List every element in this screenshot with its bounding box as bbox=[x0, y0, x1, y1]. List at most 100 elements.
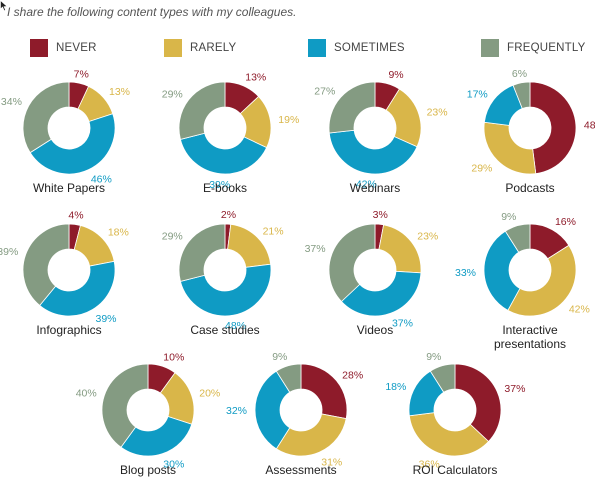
data-label-assessments-rarely: 31% bbox=[321, 456, 342, 468]
data-label-e-books-never: 13% bbox=[245, 72, 266, 84]
slice-roi-calculators-never bbox=[454, 363, 502, 443]
data-label-case-studies-frequently: 29% bbox=[162, 231, 183, 243]
chart-legend: NEVER RARELY SOMETIMES FREQUENTLY bbox=[0, 38, 595, 58]
slice-videos-rarely bbox=[378, 224, 422, 274]
data-label-roi-calculators-never: 37% bbox=[504, 383, 525, 395]
donut-title-assessments: Assessments bbox=[265, 463, 336, 477]
data-label-white-papers-never: 7% bbox=[74, 68, 89, 80]
slice-assessments-never bbox=[300, 363, 348, 420]
slice-infographics-sometimes bbox=[39, 260, 116, 317]
donut-interactive-presentations: 16% 42% 33% 9% Interactive presentations bbox=[455, 211, 590, 351]
donut-assessments: 28% 31% 32% 9% Assessments bbox=[226, 351, 363, 477]
donut-videos: 3%23%37%37%Videos bbox=[305, 209, 439, 337]
data-label-podcasts-sometimes: 17% bbox=[467, 89, 488, 101]
data-label-assessments-never: 28% bbox=[342, 369, 363, 381]
data-label-interactive-presentations-rarely: 42% bbox=[569, 303, 590, 315]
slice-blog-posts-sometimes bbox=[120, 415, 193, 457]
data-label-infographics-rarely: 18% bbox=[108, 227, 129, 239]
legend-swatch-sometimes bbox=[308, 39, 326, 57]
legend-label-frequently: FREQUENTLY bbox=[507, 42, 586, 54]
data-label-roi-calculators-rarely: 36% bbox=[419, 458, 440, 470]
data-label-webinars-frequently: 27% bbox=[314, 86, 335, 98]
data-label-podcasts-rarely: 29% bbox=[471, 163, 492, 175]
slice-assessments-rarely bbox=[275, 413, 347, 457]
data-label-webinars-sometimes: 42% bbox=[356, 178, 377, 190]
donut-title-interactive-presentations: Interactive presentations bbox=[494, 323, 566, 351]
slice-white-papers-sometimes bbox=[29, 113, 116, 175]
data-label-infographics-never: 4% bbox=[68, 209, 83, 221]
slice-case-studies-frequently bbox=[178, 223, 226, 282]
donut-title-roi-calculators: ROI Calculators bbox=[413, 463, 498, 477]
data-label-videos-frequently: 37% bbox=[305, 243, 326, 255]
donut-title-infographics: Infographics bbox=[36, 323, 101, 337]
slice-interactive-presentations-sometimes bbox=[483, 230, 521, 311]
donut-podcasts: 48% 29% 17% 6% Podcasts bbox=[467, 68, 595, 195]
data-label-case-studies-never: 2% bbox=[221, 209, 236, 221]
donut-title-e-books: E-books bbox=[203, 181, 247, 195]
data-label-white-papers-sometimes: 46% bbox=[91, 174, 112, 186]
data-label-interactive-presentations-never: 16% bbox=[555, 216, 576, 228]
data-label-infographics-sometimes: 39% bbox=[96, 313, 117, 325]
data-label-e-books-sometimes: 39% bbox=[209, 179, 230, 191]
data-label-videos-never: 3% bbox=[373, 209, 388, 221]
legend-item-sometimes: SOMETIMES bbox=[308, 38, 405, 58]
data-label-roi-calculators-frequently: 9% bbox=[426, 351, 441, 363]
donut-e-books: 13% 19% 39% 29% E-books bbox=[162, 72, 300, 195]
slice-videos-sometimes bbox=[340, 270, 422, 317]
donut-title-white-papers: White Papers bbox=[33, 181, 105, 195]
slice-webinars-frequently bbox=[328, 81, 376, 134]
data-label-webinars-rarely: 23% bbox=[427, 107, 448, 119]
data-label-infographics-frequently: 39% bbox=[0, 246, 18, 258]
data-label-interactive-presentations-frequently: 9% bbox=[501, 211, 516, 223]
slice-assessments-frequently bbox=[275, 363, 302, 393]
slice-podcasts-never bbox=[529, 81, 577, 175]
data-label-blog-posts-never: 10% bbox=[163, 352, 184, 364]
data-label-assessments-frequently: 9% bbox=[272, 351, 287, 363]
slice-videos-frequently bbox=[328, 223, 376, 303]
slice-e-books-frequently bbox=[178, 81, 226, 140]
slice-e-books-sometimes bbox=[179, 132, 268, 175]
legend-label-sometimes: SOMETIMES bbox=[334, 42, 405, 54]
donut-blog-posts: 10% 20% 30% 40% Blog posts bbox=[76, 352, 221, 477]
data-label-case-studies-sometimes: 48% bbox=[225, 320, 246, 332]
data-label-case-studies-rarely: 21% bbox=[263, 225, 284, 237]
slice-webinars-sometimes bbox=[328, 129, 418, 175]
data-label-e-books-rarely: 19% bbox=[278, 114, 299, 126]
legend-swatch-never bbox=[30, 39, 48, 57]
chart-subtitle: I share the following content types with… bbox=[7, 5, 297, 19]
slice-roi-calculators-frequently bbox=[429, 363, 456, 393]
legend-label-never: NEVER bbox=[56, 42, 97, 54]
data-label-blog-posts-rarely: 20% bbox=[199, 388, 220, 400]
donut-title-webinars: Webinars bbox=[350, 181, 400, 195]
data-label-videos-sometimes: 37% bbox=[392, 318, 413, 330]
data-label-blog-posts-frequently: 40% bbox=[76, 388, 97, 400]
data-label-roi-calculators-sometimes: 18% bbox=[385, 381, 406, 393]
donut-case-studies: 2% 21% 48% 29% Case studies bbox=[162, 209, 284, 337]
slice-white-papers-frequently bbox=[22, 81, 70, 154]
data-label-white-papers-rarely: 13% bbox=[109, 86, 130, 98]
slice-roi-calculators-rarely bbox=[408, 412, 490, 457]
slice-podcasts-frequently bbox=[512, 81, 531, 109]
donut-title-blog-posts: Blog posts bbox=[120, 463, 176, 477]
data-label-videos-rarely: 23% bbox=[417, 231, 438, 243]
data-label-podcasts-never: 48% bbox=[584, 119, 595, 131]
donut-title-videos: Videos bbox=[357, 323, 393, 337]
legend-label-rarely: RARELY bbox=[190, 42, 237, 54]
data-label-e-books-frequently: 29% bbox=[162, 89, 183, 101]
legend-item-rarely: RARELY bbox=[164, 38, 236, 58]
slice-case-studies-sometimes bbox=[179, 263, 272, 317]
donut-title-case-studies: Case studies bbox=[190, 323, 259, 337]
legend-item-frequently: FREQUENTLY bbox=[481, 38, 585, 58]
legend-item-never: NEVER bbox=[30, 38, 97, 58]
slice-interactive-presentations-frequently bbox=[504, 223, 531, 253]
slice-assessments-sometimes bbox=[254, 370, 291, 450]
data-label-interactive-presentations-sometimes: 33% bbox=[455, 267, 476, 279]
donut-white-papers: 7% 13% 46% 34% White Papers bbox=[1, 68, 130, 195]
donut-roi-calculators: 37% 36% 18% 9% ROI Calculators bbox=[385, 351, 525, 477]
donut-title-podcasts: Podcasts bbox=[505, 181, 554, 195]
mouse-pointer-icon bbox=[0, 0, 8, 12]
slice-infographics-frequently bbox=[22, 223, 70, 307]
data-label-webinars-never: 9% bbox=[388, 69, 403, 81]
slice-blog-posts-frequently bbox=[101, 363, 149, 448]
